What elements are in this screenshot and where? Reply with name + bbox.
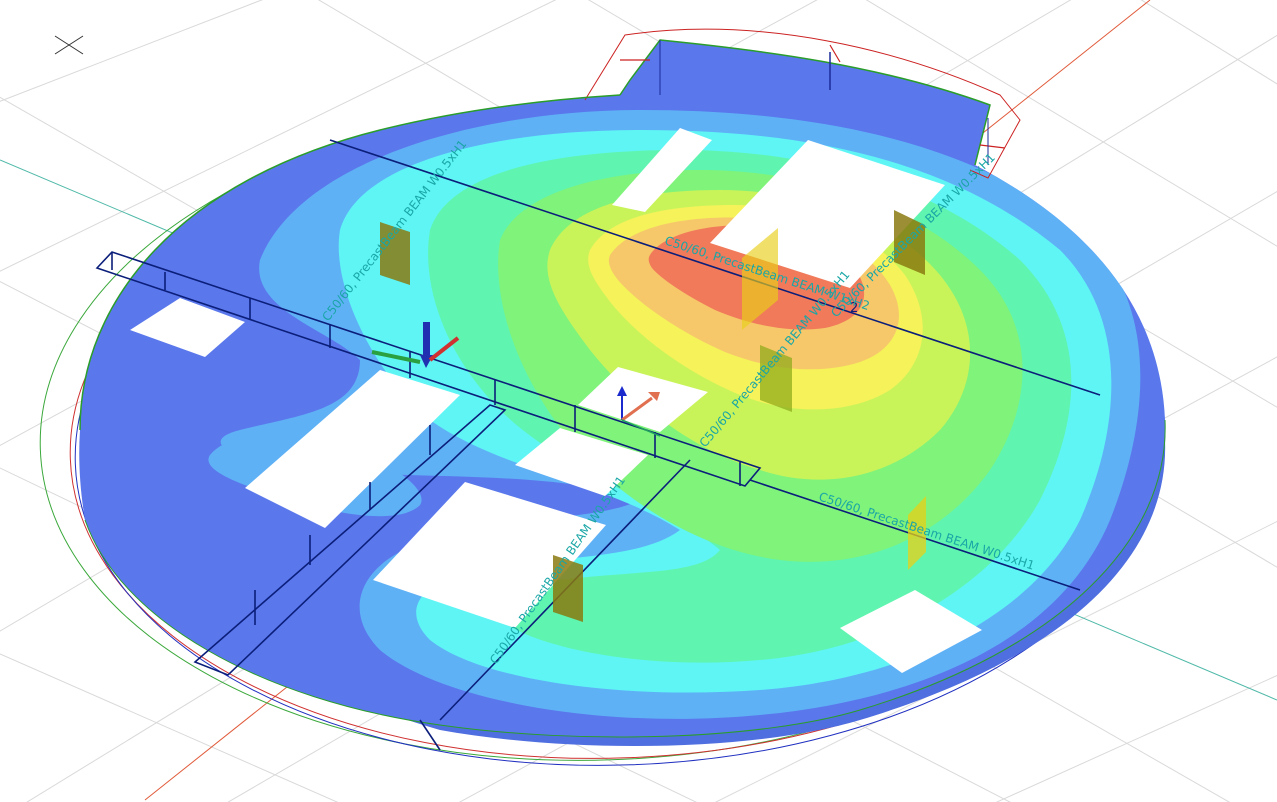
arrow-icon bbox=[371, 322, 460, 368]
column-south bbox=[553, 555, 583, 622]
column-nw bbox=[380, 222, 410, 285]
beam-vertical-south bbox=[193, 404, 507, 676]
beam-long-east-west bbox=[95, 251, 762, 487]
opening-5 bbox=[578, 367, 708, 432]
column-center bbox=[742, 228, 778, 330]
column-east bbox=[908, 496, 926, 570]
columns bbox=[380, 210, 926, 622]
opening-3 bbox=[130, 298, 245, 357]
column-mid bbox=[760, 345, 792, 412]
coordinate-system-icon bbox=[617, 386, 661, 437]
opening-7 bbox=[373, 482, 606, 628]
slab-upper-edge bbox=[584, 28, 1021, 179]
crosshair-icon bbox=[54, 35, 84, 55]
column-ne bbox=[894, 210, 925, 275]
opening-4 bbox=[245, 370, 460, 528]
opening-1 bbox=[612, 128, 712, 212]
slab-outline bbox=[79, 94, 621, 431]
slab-openings bbox=[130, 128, 982, 673]
marker-number: 2 bbox=[850, 301, 858, 316]
beam-network bbox=[95, 139, 1101, 751]
opening-6 bbox=[515, 428, 648, 496]
opening-8 bbox=[840, 590, 982, 673]
